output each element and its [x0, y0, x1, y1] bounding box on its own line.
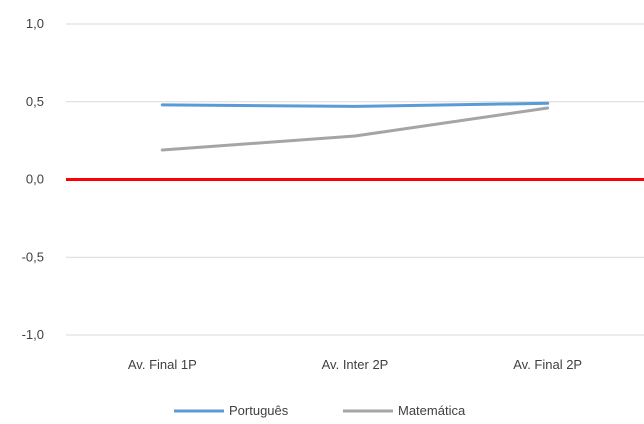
x-category-label: Av. Final 1P [128, 357, 197, 372]
legend: Português Matemática [174, 403, 466, 418]
x-category-label: Av. Inter 2P [322, 357, 389, 372]
x-category-label: Av. Final 2P [513, 357, 582, 372]
series-line-portugues [160, 101, 550, 108]
y-tick-label: -1,0 [22, 327, 44, 342]
legend-label: Português [229, 403, 289, 418]
y-tick-label: 0,0 [26, 172, 44, 187]
legend-label: Matemática [398, 403, 466, 418]
y-tick-label: 0,5 [26, 94, 44, 109]
x-axis-categories: Av. Final 1P Av. Inter 2P Av. Final 2P [128, 357, 582, 372]
y-axis-ticks: 1,0 0,5 0,0 -0,5 -1,0 [22, 16, 44, 342]
y-tick-label: 1,0 [26, 16, 44, 31]
series-lines [160, 101, 550, 152]
gridlines [66, 23, 644, 336]
y-tick-label: -0,5 [22, 249, 44, 264]
series-line-matematica [160, 106, 550, 152]
